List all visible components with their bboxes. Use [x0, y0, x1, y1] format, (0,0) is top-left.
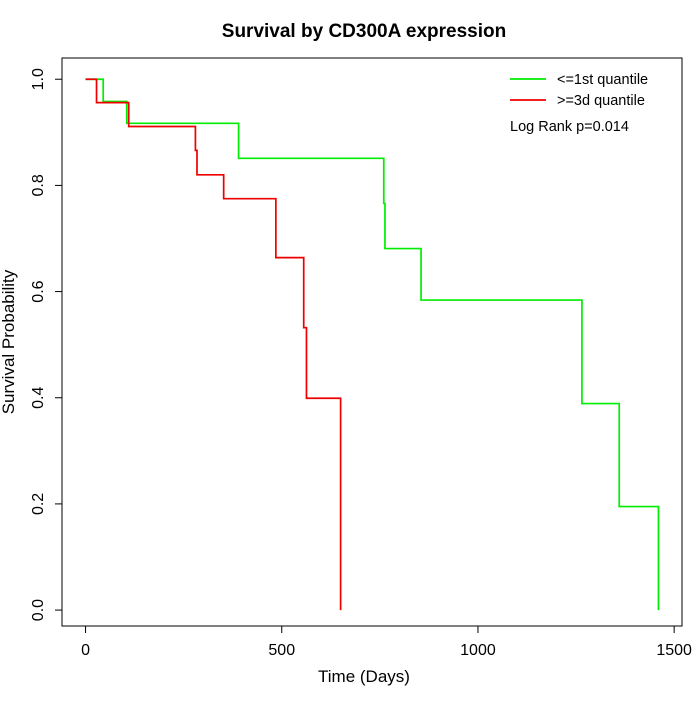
chart-title: Survival by CD300A expression — [222, 21, 506, 42]
y-tick-label: 1.0 — [30, 68, 47, 90]
x-axis-label: Time (Days) — [318, 667, 410, 686]
y-tick-label: 0.4 — [30, 387, 47, 409]
y-tick-label: 0.6 — [30, 280, 47, 302]
x-tick-label: 1000 — [460, 642, 496, 659]
y-axis-label: Survival Probability — [0, 269, 18, 414]
x-tick-label: 500 — [268, 642, 295, 659]
log-rank-annotation: Log Rank p=0.014 — [510, 119, 629, 135]
series-layer — [85, 78, 660, 611]
legend-label: >=3d quantile — [557, 93, 645, 109]
y-tick-label: 0.8 — [30, 174, 47, 196]
y-axis: 0.0 0.2 0.4 0.6 0.8 1.0 — [30, 68, 63, 621]
series-line-high-expression — [85, 78, 342, 611]
legend-label: <=1st quantile — [557, 72, 648, 88]
x-axis: 0 500 1000 1500 — [81, 625, 692, 659]
legend: <=1st quantile >=3d quantile — [510, 72, 648, 109]
x-tick-label: 1500 — [656, 642, 692, 659]
y-tick-label: 0.2 — [30, 493, 47, 515]
series-line-low-expression — [85, 78, 660, 611]
x-tick-label: 0 — [81, 642, 90, 659]
y-tick-label: 0.0 — [30, 599, 47, 621]
